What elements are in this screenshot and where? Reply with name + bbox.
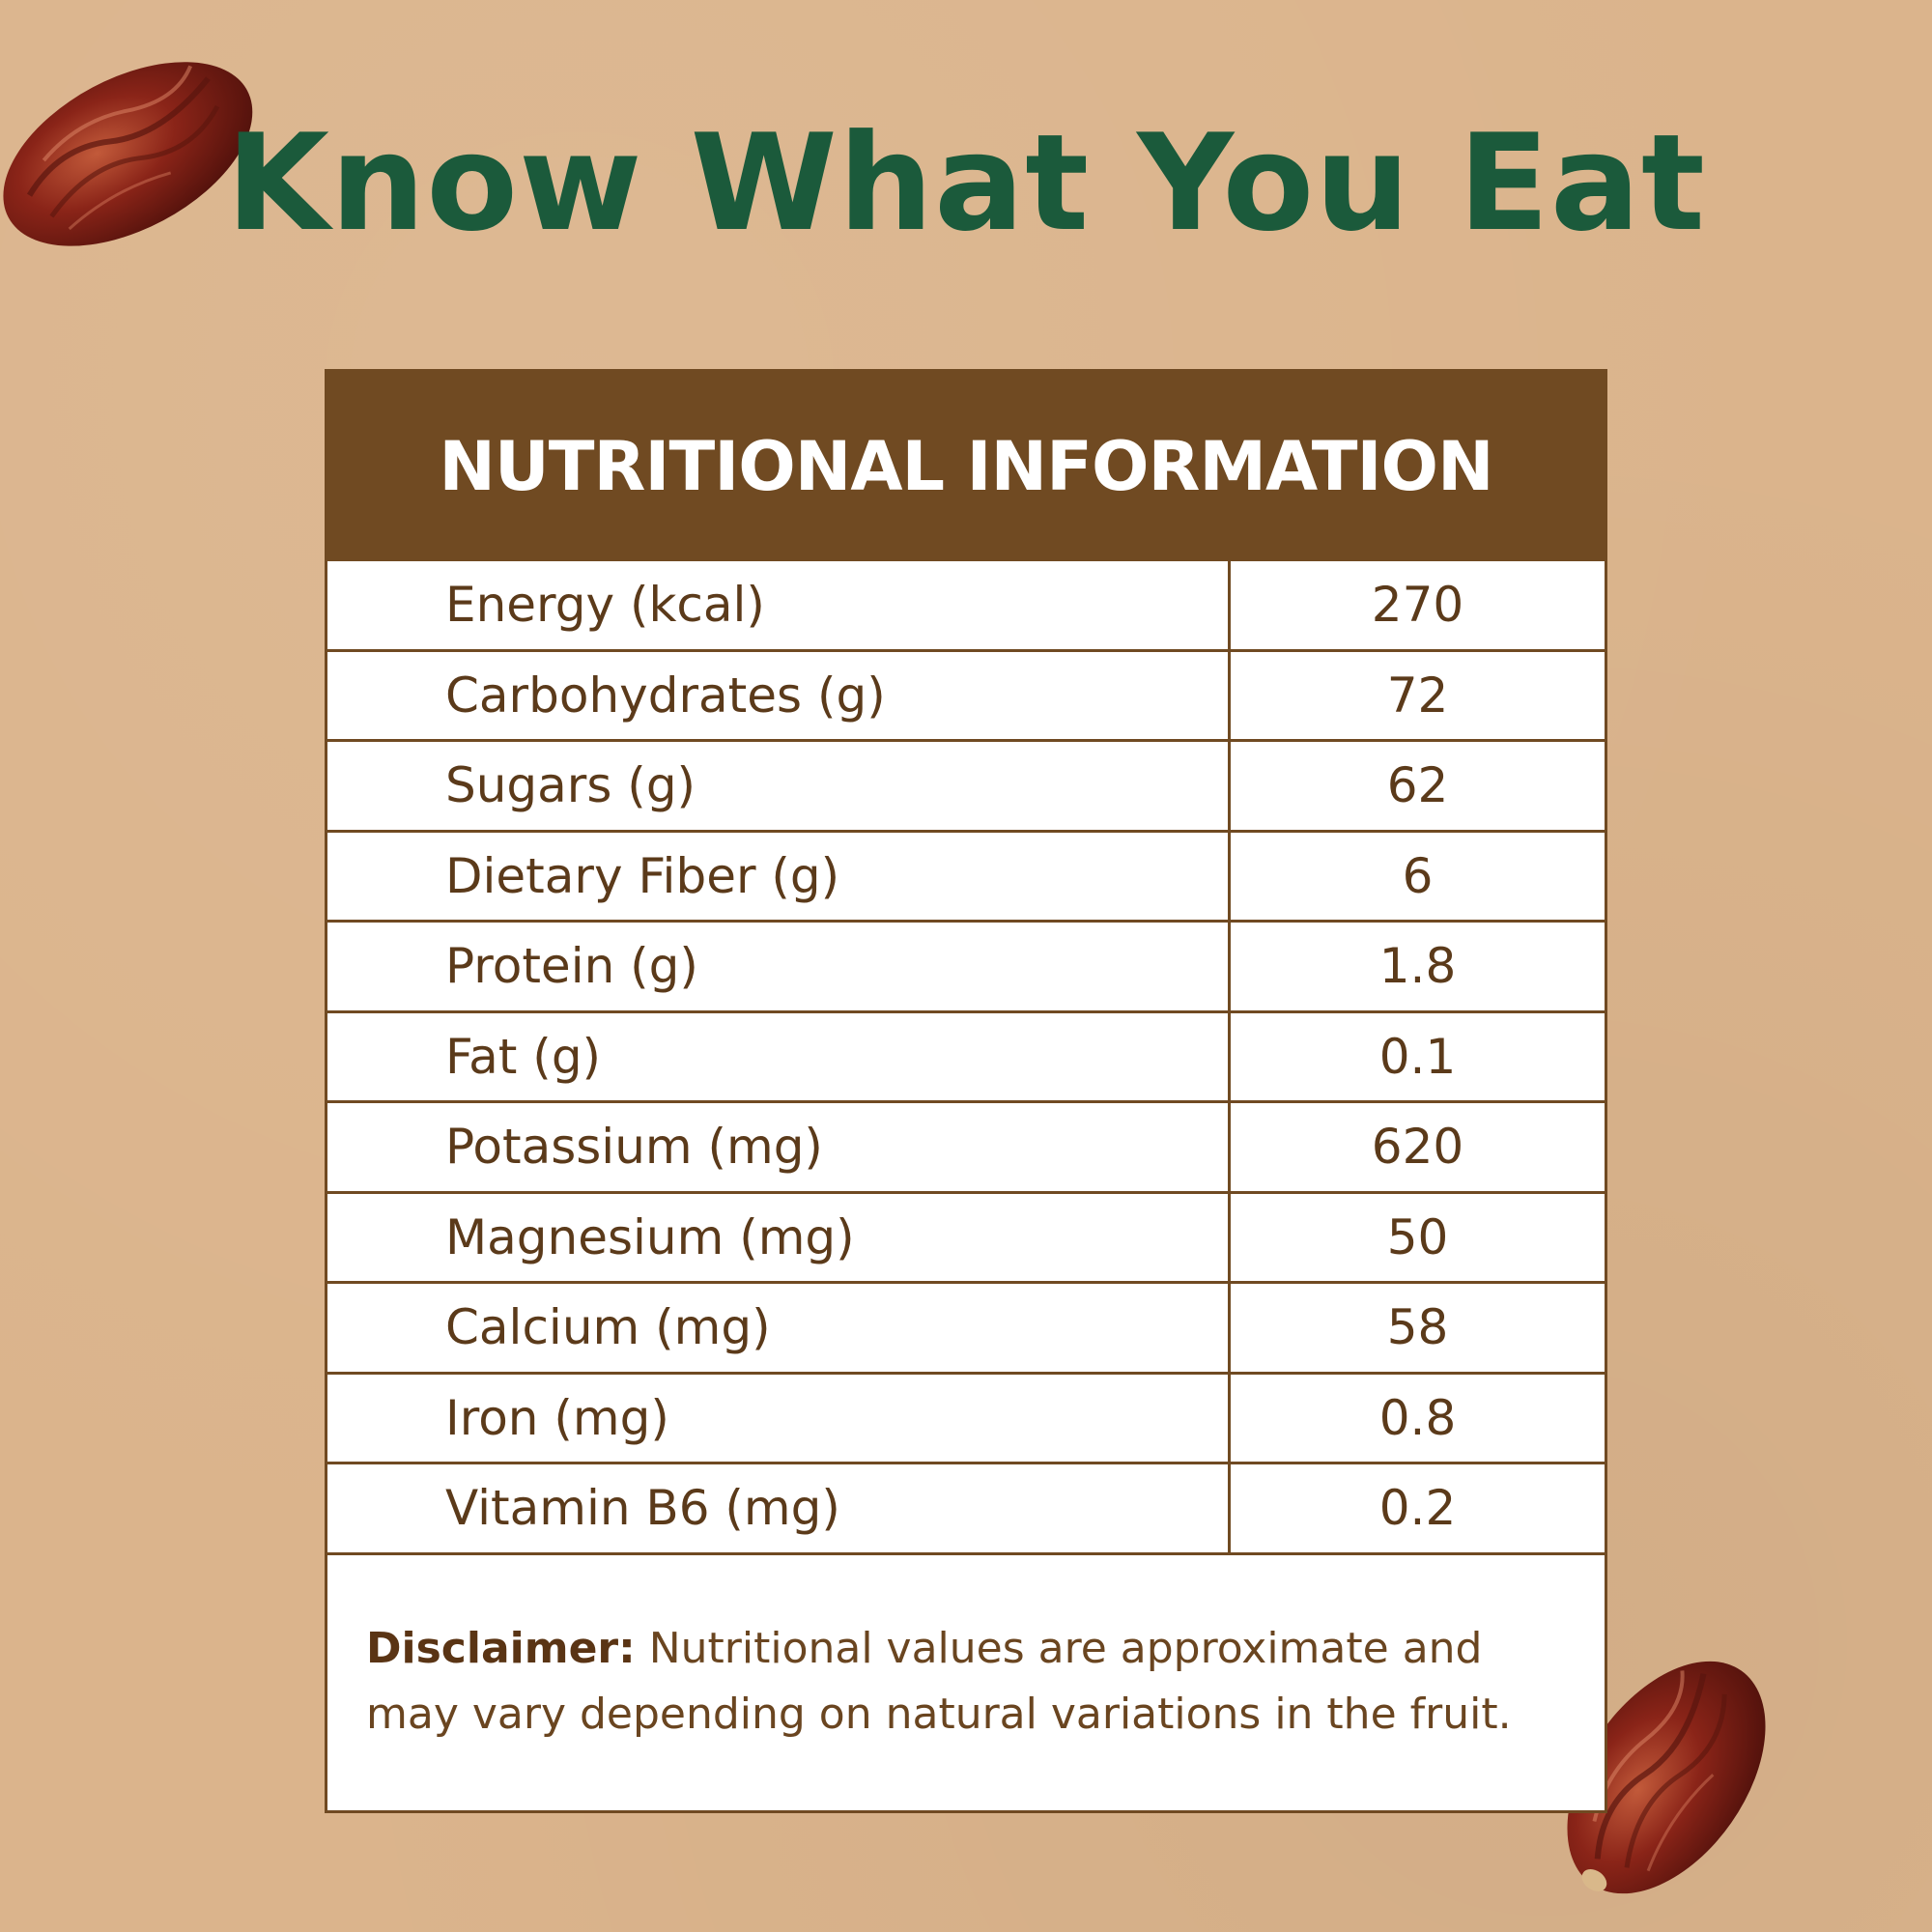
disclaimer-label: Disclaimer: [366, 1624, 636, 1673]
table-row: Vitamin B6 (mg) 0.2 [327, 1464, 1605, 1555]
table-row: Energy (kcal) 270 [327, 561, 1605, 652]
nutrient-label: Iron (mg) [327, 1374, 1231, 1462]
nutrient-value: 72 [1386, 667, 1449, 724]
disclaimer: Disclaimer: Nutritional values are appro… [366, 1616, 1554, 1747]
table-row: Iron (mg) 0.8 [327, 1374, 1605, 1464]
table-row: Carbohydrates (g) 72 [327, 651, 1605, 742]
nutrient-value: 0.8 [1378, 1389, 1457, 1446]
nutrient-label: Dietary Fiber (g) [327, 832, 1231, 920]
table-row: Fat (g) 0.1 [327, 1012, 1605, 1103]
nutrient-label: Calcium (mg) [327, 1284, 1231, 1372]
nutrient-value: 6 [1402, 847, 1434, 904]
table-row: Sugars (g) 62 [327, 742, 1605, 833]
nutrient-label: Potassium (mg) [327, 1103, 1231, 1191]
table-row: Calcium (mg) 58 [327, 1284, 1605, 1375]
nutrient-value: 62 [1386, 757, 1449, 814]
nutrient-label: Magnesium (mg) [327, 1193, 1231, 1281]
page-title: Know What You Eat [226, 105, 1706, 261]
nutrient-label: Fat (g) [327, 1012, 1231, 1100]
nutrient-value: 1.8 [1378, 938, 1457, 995]
nutrient-value: 50 [1386, 1208, 1449, 1265]
table-row: Protein (g) 1.8 [327, 923, 1605, 1013]
panel-header: NUTRITIONAL INFORMATION [327, 372, 1605, 561]
table-row: Potassium (mg) 620 [327, 1103, 1605, 1194]
nutrient-label: Vitamin B6 (mg) [327, 1464, 1231, 1552]
table-row: Dietary Fiber (g) 6 [327, 832, 1605, 923]
nutrient-label: Energy (kcal) [327, 561, 1231, 649]
date-fruit-icon [1567, 1661, 1766, 1894]
nutrient-label: Sugars (g) [327, 742, 1231, 830]
nutrient-label: Carbohydrates (g) [327, 651, 1231, 739]
date-fruit-icon [3, 62, 253, 246]
table-row: Magnesium (mg) 50 [327, 1193, 1605, 1284]
disclaimer-text: Nutritional values are approximate and m… [366, 1624, 1512, 1739]
nutrition-panel: NUTRITIONAL INFORMATION Energy (kcal) 27… [325, 369, 1607, 1813]
nutrient-value: 270 [1371, 577, 1464, 634]
panel-title: NUTRITIONAL INFORMATION [439, 427, 1493, 506]
nutrient-value: 58 [1386, 1299, 1449, 1356]
nutrient-value: 0.2 [1378, 1480, 1457, 1537]
nutrition-table: Energy (kcal) 270 Carbohydrates (g) 72 S… [327, 561, 1605, 1555]
nutrient-value: 0.1 [1378, 1028, 1457, 1085]
nutrient-label: Protein (g) [327, 923, 1231, 1010]
nutrient-value: 620 [1371, 1119, 1464, 1176]
